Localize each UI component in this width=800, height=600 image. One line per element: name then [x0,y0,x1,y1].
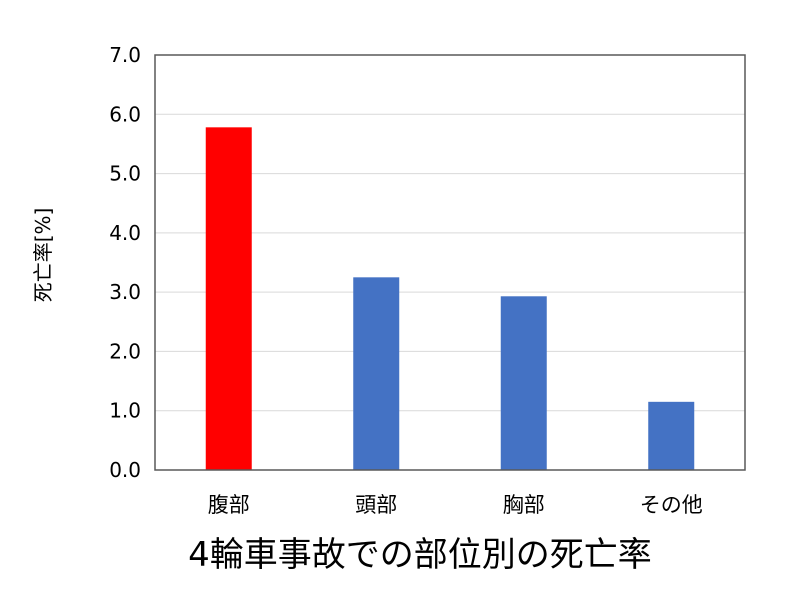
y-tick-label: 6.0 [109,102,141,126]
gridlines [155,113,745,412]
y-tick-label: 2.0 [109,339,141,363]
x-category-label: 頭部 [355,493,397,517]
y-tick-label: 3.0 [109,280,141,304]
y-tick-labels: 0.0 1.0 2.0 3.0 4.0 5.0 6.0 7.0 [109,43,141,482]
y-tick-label: 1.0 [109,399,141,423]
plot-frame [154,54,746,471]
x-category-label: 胸部 [503,493,545,517]
bar [648,401,695,470]
x-category-labels: 腹部 頭部 胸部 その他 [208,493,703,517]
y-axis-label: 死亡率[%] [31,208,55,303]
x-category-label: 腹部 [208,493,250,517]
y-tick-label: 4.0 [109,221,141,245]
chart-title: 4輪車事故での部位別の死亡率 [188,535,652,575]
bars [205,127,695,470]
bar [205,127,252,470]
y-tick-label: 5.0 [109,162,141,186]
x-category-label: その他 [640,493,703,517]
y-tick-label: 7.0 [109,43,141,67]
bar [353,277,400,470]
bar [500,296,547,470]
y-tick-label: 0.0 [109,458,141,482]
